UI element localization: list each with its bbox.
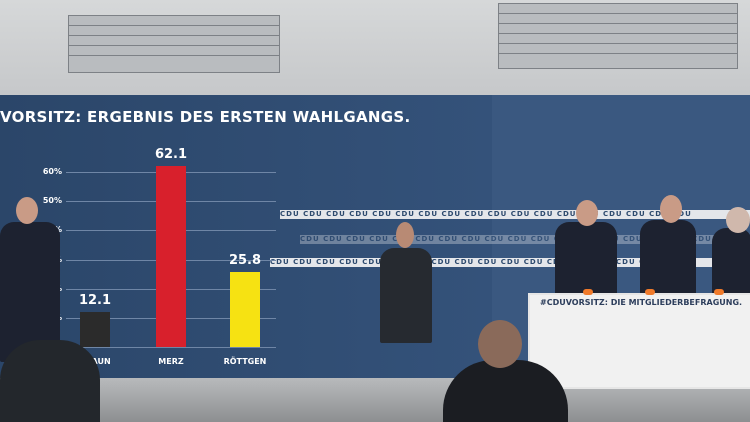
bar-röttgen: [230, 271, 260, 347]
moderator-head: [396, 222, 414, 248]
orange-button: [645, 289, 655, 295]
podium: [528, 293, 750, 389]
audience-member: [443, 360, 568, 422]
y-tick-label: 60%: [42, 167, 62, 176]
podium-text: #CDUVORSITZ: DIE MITGLIEDERBEFRAGUNG.: [540, 298, 743, 307]
ceiling-panel: [498, 3, 738, 69]
y-tick-label: 50%: [42, 196, 62, 206]
presenter-head: [16, 197, 38, 224]
category-label: MERZ: [158, 357, 184, 366]
data-label: 62.1: [154, 146, 188, 162]
cdu-strip: CDU CDU CDU CDU CDU CDU CDU CDU CDU CDU …: [270, 258, 750, 267]
ceiling-panel: [68, 15, 280, 73]
data-label: 25.8: [228, 252, 262, 268]
category-label: RÖTTGEN: [223, 357, 267, 366]
data-label: 12.1: [78, 292, 112, 308]
candidate-head: [660, 195, 682, 223]
audience-head: [478, 320, 522, 368]
cdu-strip: CDU CDU CDU CDU CDU CDU CDU CDU CDU CDU …: [280, 210, 750, 219]
bar-braun: [80, 311, 110, 347]
moderator: [380, 248, 432, 343]
photographer: [0, 340, 100, 422]
orange-button: [714, 289, 724, 295]
baseline: [66, 347, 276, 348]
bar-merz: [156, 165, 186, 347]
candidate-head: [726, 207, 750, 233]
candidate-head: [576, 200, 598, 226]
orange-button: [583, 289, 593, 295]
cdu-strip: CDU CDU CDU CDU CDU CDU CDU CDU CDU CDU …: [300, 235, 750, 244]
screen-title: VORSITZ: ERGEBNIS DES ERSTEN WAHLGANGS.: [0, 108, 411, 126]
presenter-left: [0, 222, 60, 362]
